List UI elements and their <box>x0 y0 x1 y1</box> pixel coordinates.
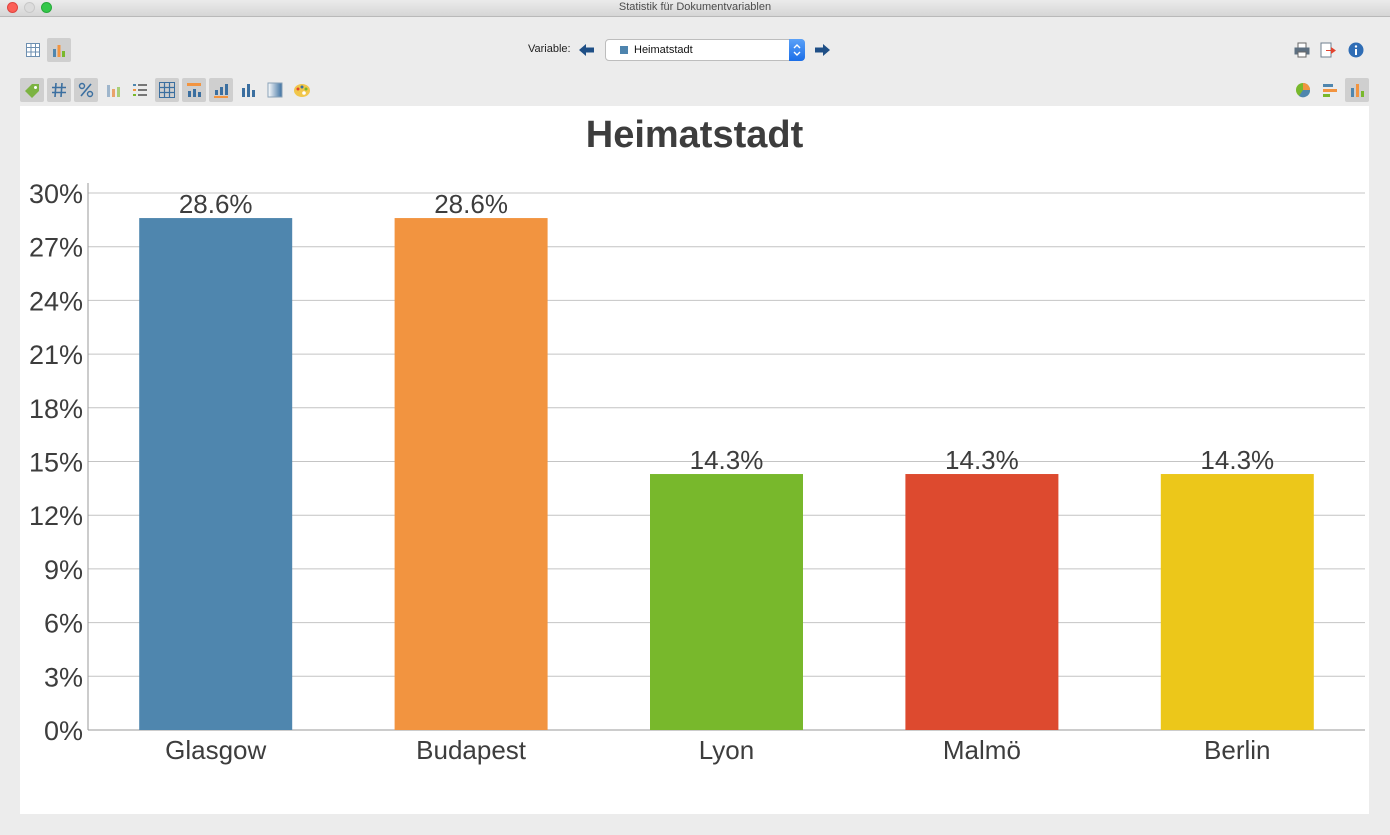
info-button[interactable] <box>1346 40 1366 60</box>
labels-toggle-button[interactable] <box>20 78 44 102</box>
x-tick-label: Malmö <box>943 735 1021 765</box>
x-tick-label: Lyon <box>699 735 754 765</box>
bar-budapest <box>394 218 548 730</box>
bar-value-label: 28.6% <box>434 189 508 219</box>
table-view-button[interactable] <box>21 38 45 62</box>
absolute-values-button[interactable] <box>47 78 71 102</box>
x-tick-label: Berlin <box>1204 735 1270 765</box>
y-tick-label: 0% <box>44 716 83 746</box>
y-tick-label: 18% <box>29 394 83 424</box>
x-tick-label: Glasgow <box>165 735 266 765</box>
horizontal-bar-chart-button[interactable] <box>1318 78 1342 102</box>
color-palette-button[interactable] <box>290 78 314 102</box>
gridlines-button[interactable] <box>155 78 179 102</box>
gradient-icon <box>267 82 283 98</box>
chart-title-button[interactable] <box>182 78 206 102</box>
y-tick-label: 21% <box>29 340 83 370</box>
percent-icon <box>78 82 94 98</box>
column-chart-icon <box>242 84 255 97</box>
chart-panel: Heimatstadt 0% 3% 6% 9% 12% 15% 18% 21% 24% 27% 30… <box>20 106 1369 814</box>
variable-label: Variable: <box>528 43 571 55</box>
bar-lyon <box>650 474 803 730</box>
variable-select-value: Heimatstadt <box>634 44 693 56</box>
printer-icon <box>1294 42 1310 58</box>
bar-value-label: 14.3% <box>690 445 764 475</box>
chevron-updown-icon <box>793 44 801 56</box>
zoom-window-button[interactable] <box>41 2 52 13</box>
y-tick-label: 15% <box>29 448 83 478</box>
bar-value-label: 14.3% <box>1200 445 1274 475</box>
bar-value-label: 14.3% <box>945 445 1019 475</box>
axis-bars-icon <box>214 84 228 98</box>
minimize-window-button[interactable] <box>24 2 35 13</box>
arrow-left-icon <box>579 44 594 56</box>
y-tick-label: 24% <box>29 286 83 316</box>
pie-chart-icon <box>1296 83 1311 98</box>
chart-view-button[interactable] <box>47 38 71 62</box>
y-tick-label: 9% <box>44 555 83 585</box>
palette-icon <box>294 84 310 97</box>
previous-variable-button[interactable] <box>578 41 596 59</box>
bar-berlin <box>1160 474 1314 730</box>
variable-color-swatch <box>620 46 628 54</box>
print-button[interactable] <box>1292 40 1312 60</box>
variable-select[interactable]: Heimatstadt <box>605 39 805 61</box>
info-icon <box>1348 42 1364 58</box>
bar-glasgow <box>139 218 293 730</box>
legend-icon <box>133 84 147 96</box>
x-tick-label: Budapest <box>416 735 527 765</box>
percent-values-button[interactable] <box>74 78 98 102</box>
y-tick-label: 6% <box>44 609 83 639</box>
legend-button[interactable] <box>128 78 152 102</box>
vertical-bars-icon <box>1351 84 1364 97</box>
y-tick-label: 3% <box>44 662 83 692</box>
axis-labels-button[interactable] <box>209 78 233 102</box>
bar-style-button[interactable] <box>236 78 260 102</box>
bar-malmö <box>905 474 1059 730</box>
bar-value-label: 28.6% <box>179 189 253 219</box>
table-icon <box>26 43 40 57</box>
hash-icon <box>52 82 66 98</box>
stacked-chart-button[interactable] <box>101 78 125 102</box>
chart-title: Heimatstadt <box>585 114 804 156</box>
arrow-right-icon <box>815 44 830 56</box>
gradient-button[interactable] <box>263 78 287 102</box>
bar-chart-icon <box>53 45 65 57</box>
tag-icon <box>25 84 39 98</box>
export-icon <box>1320 42 1336 58</box>
title-bar: Statistik für Dokumentvariablen <box>0 0 1390 17</box>
stacked-bars-icon <box>107 85 120 97</box>
select-stepper[interactable] <box>789 39 805 61</box>
pie-chart-button[interactable] <box>1291 78 1315 102</box>
y-tick-label: 27% <box>29 233 83 263</box>
window-title: Statistik für Dokumentvariablen <box>618 1 772 13</box>
vertical-bar-chart-button[interactable] <box>1345 78 1369 102</box>
export-button[interactable] <box>1318 40 1338 60</box>
next-variable-button[interactable] <box>813 41 831 59</box>
y-tick-label: 30% <box>29 179 83 209</box>
grid-icon <box>159 82 175 98</box>
close-window-button[interactable] <box>7 2 18 13</box>
bar-chart: 0% 3% 6% 9% 12% 15% 18% 21% 24% 27% 30% 28.6% Glasgo… <box>29 179 1365 765</box>
horizontal-bars-icon <box>1323 84 1337 97</box>
title-bars-icon <box>187 83 201 97</box>
y-tick-label: 12% <box>29 501 83 531</box>
